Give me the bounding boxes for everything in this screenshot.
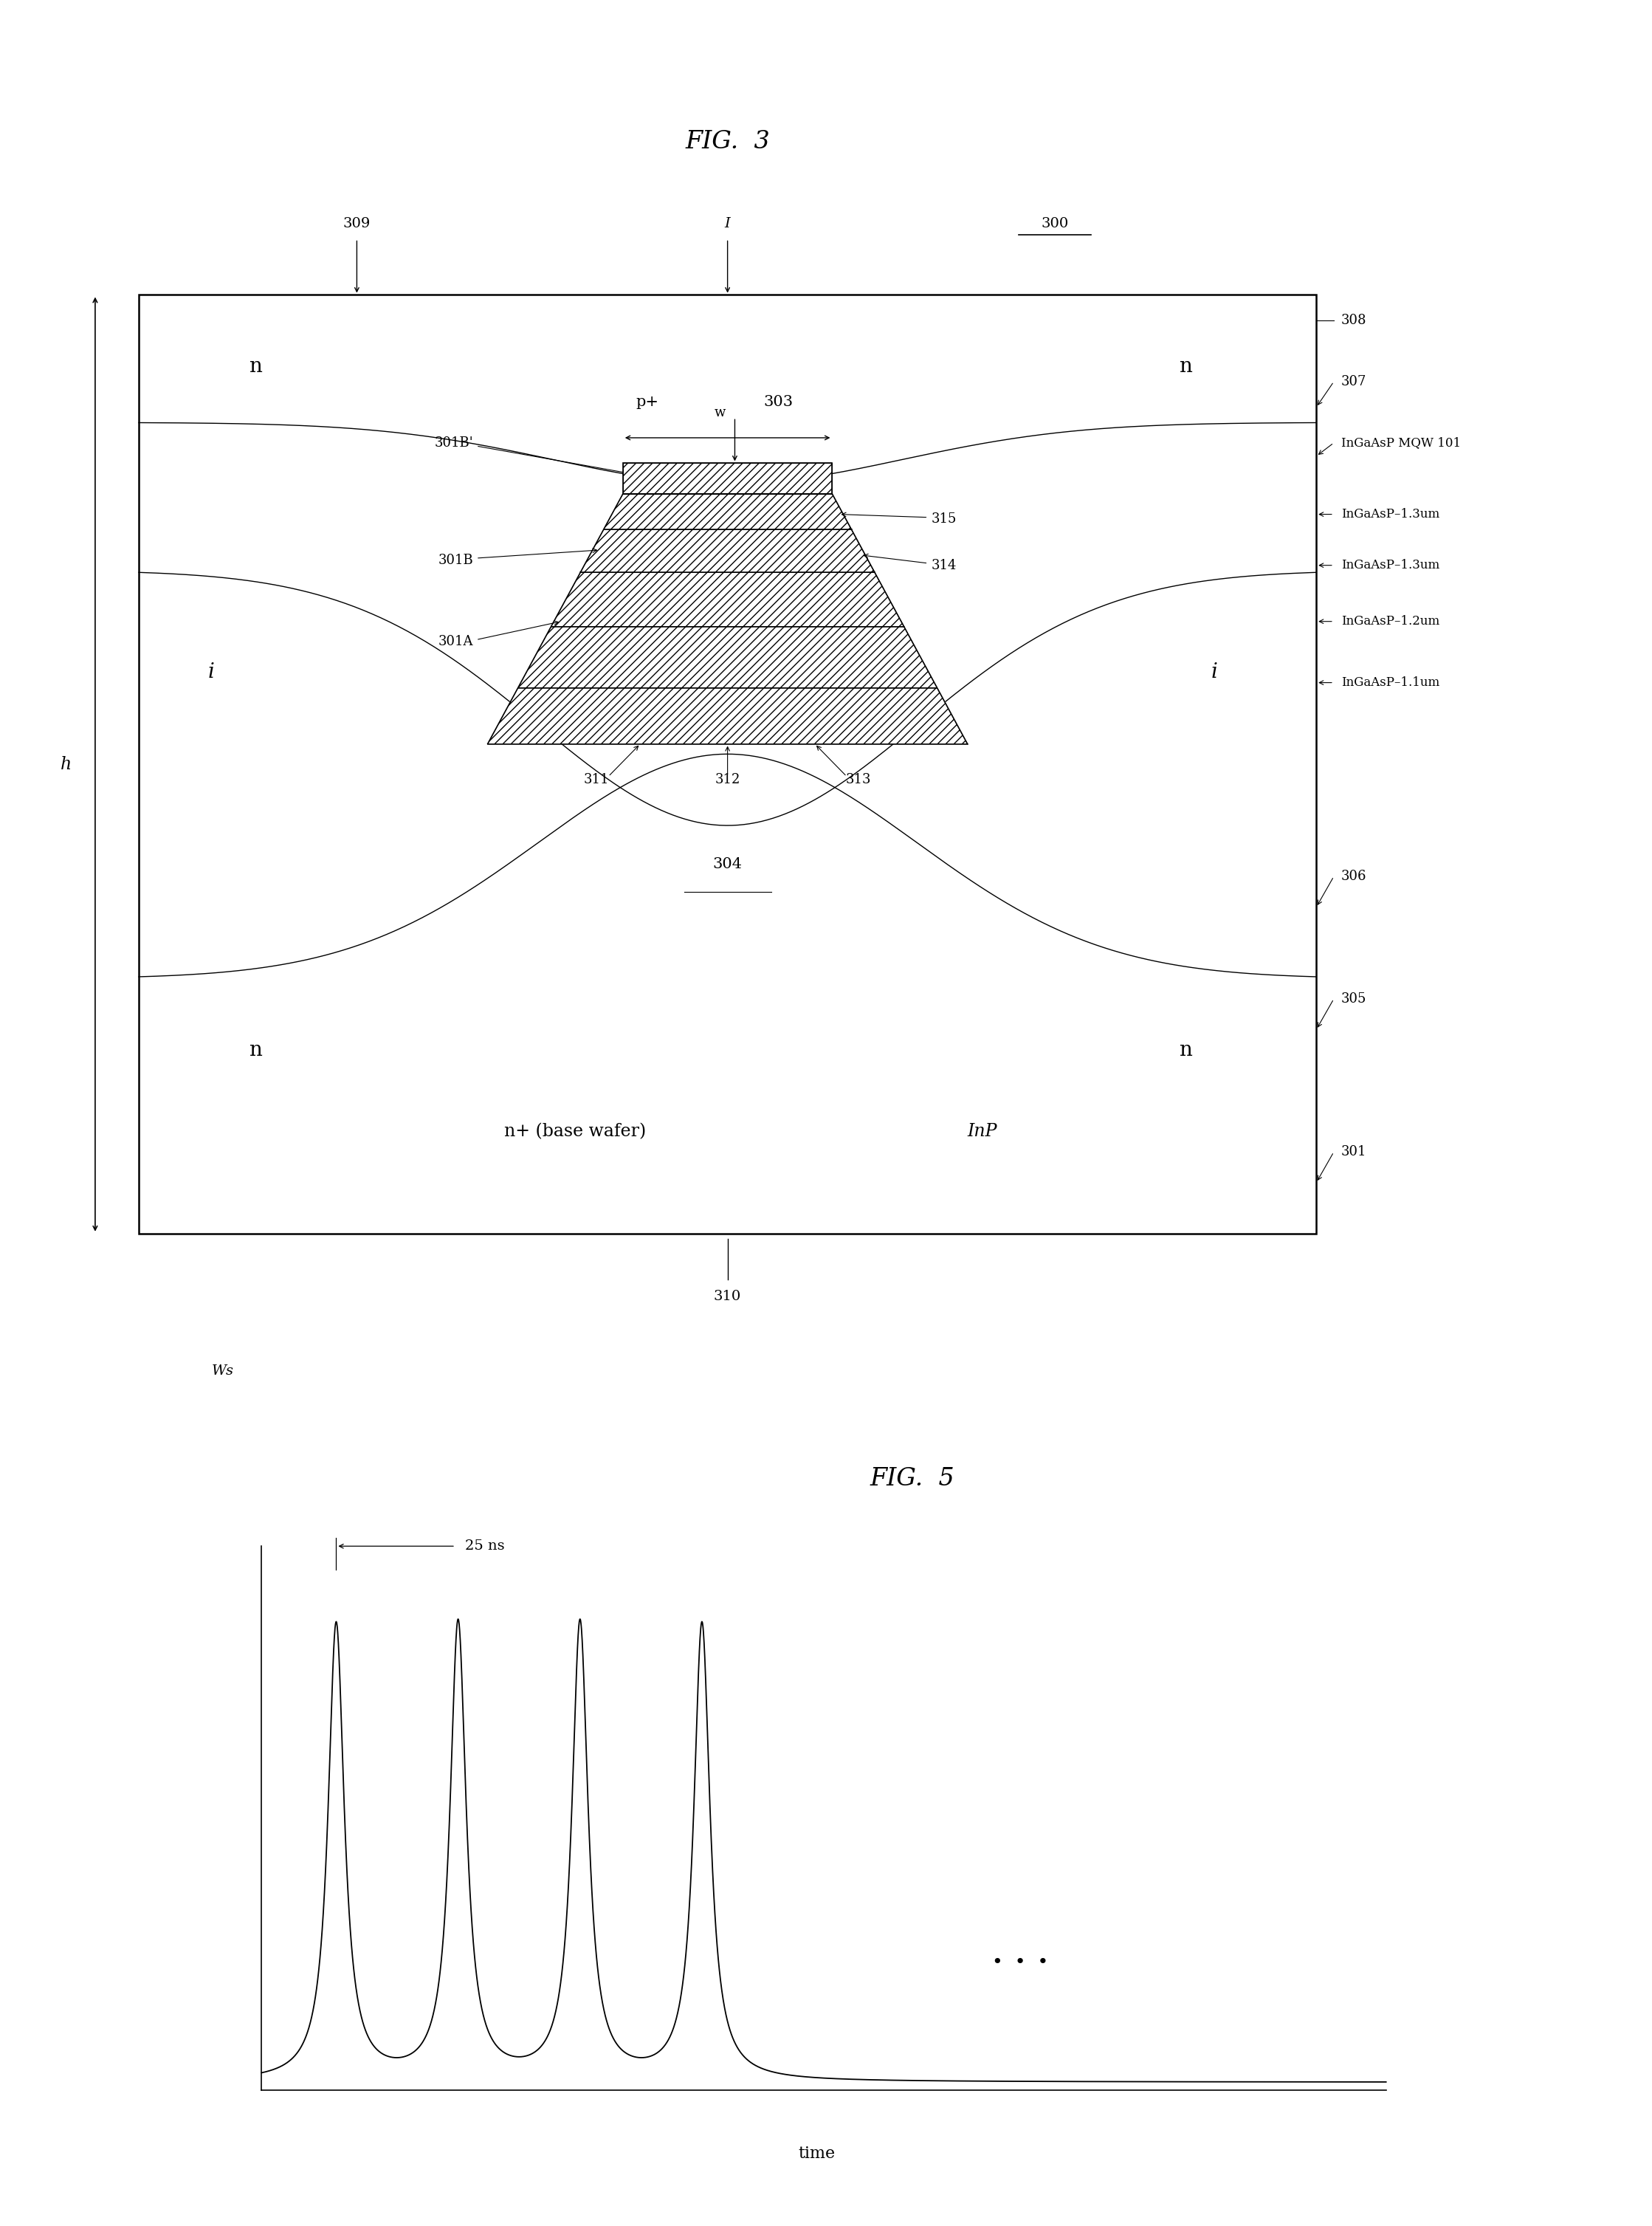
Polygon shape: [580, 530, 874, 572]
Text: 25 ns: 25 ns: [464, 1540, 504, 1554]
Text: 301: 301: [1341, 1146, 1366, 1158]
Text: 315: 315: [932, 512, 957, 525]
Text: n: n: [1180, 356, 1193, 376]
Text: 311: 311: [583, 772, 610, 786]
Text: InGaAsP MQW 101: InGaAsP MQW 101: [1341, 436, 1460, 450]
Text: n+ (base wafer): n+ (base wafer): [504, 1124, 646, 1140]
Polygon shape: [519, 626, 937, 688]
Bar: [139, 296, 1317, 1233]
Text: Ws: Ws: [211, 1365, 233, 1378]
Polygon shape: [552, 572, 904, 626]
Text: 306: 306: [1341, 870, 1366, 884]
Text: 314: 314: [932, 559, 957, 572]
Bar: [623, 463, 833, 494]
Text: 300: 300: [1041, 216, 1069, 229]
Text: i: i: [208, 663, 215, 683]
Text: n: n: [248, 1040, 261, 1060]
Text: 304: 304: [712, 857, 742, 870]
Text: 301B: 301B: [438, 554, 472, 568]
Text: 307: 307: [1341, 374, 1366, 387]
Text: FIG.  3: FIG. 3: [686, 129, 770, 154]
Text: 310: 310: [714, 1291, 742, 1304]
Text: InP: InP: [966, 1124, 996, 1140]
Text: InGaAsP–1.2um: InGaAsP–1.2um: [1341, 614, 1439, 628]
Text: h: h: [61, 757, 71, 772]
Text: FIG.  5: FIG. 5: [869, 1467, 955, 1491]
Bar: [623, 463, 833, 494]
Text: 305: 305: [1341, 993, 1366, 1006]
Polygon shape: [487, 688, 968, 743]
Text: 309: 309: [344, 216, 370, 229]
Text: InGaAsP–1.1um: InGaAsP–1.1um: [1341, 677, 1439, 688]
Text: InGaAsP–1.3um: InGaAsP–1.3um: [1341, 508, 1439, 521]
Text: InGaAsP–1.3um: InGaAsP–1.3um: [1341, 559, 1439, 572]
Text: 312: 312: [715, 772, 740, 786]
Text: p: p: [702, 467, 710, 481]
Text: n: n: [248, 356, 261, 376]
Text: time: time: [798, 2146, 836, 2161]
Text: •  •  •: • • •: [993, 1954, 1049, 1972]
Text: 313: 313: [846, 772, 871, 786]
Text: I: I: [725, 216, 730, 229]
Text: 303: 303: [763, 394, 793, 410]
Text: 301B': 301B': [434, 436, 472, 450]
Text: n: n: [1180, 1040, 1193, 1060]
Text: 308: 308: [1341, 314, 1366, 327]
Text: 301A: 301A: [438, 634, 472, 648]
Polygon shape: [603, 494, 851, 530]
Text: p+: p+: [636, 394, 659, 410]
Text: i: i: [1211, 663, 1218, 683]
Text: w: w: [715, 405, 725, 418]
